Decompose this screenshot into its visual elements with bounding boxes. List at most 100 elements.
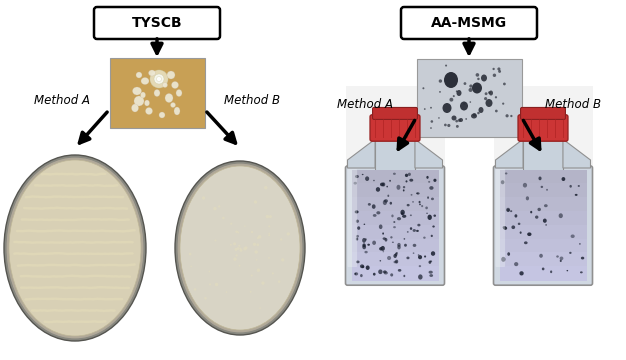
Ellipse shape bbox=[405, 174, 408, 177]
Ellipse shape bbox=[362, 243, 366, 247]
Ellipse shape bbox=[390, 273, 393, 276]
Ellipse shape bbox=[562, 177, 565, 181]
Ellipse shape bbox=[404, 238, 405, 240]
Ellipse shape bbox=[174, 107, 180, 115]
Ellipse shape bbox=[254, 250, 258, 254]
Ellipse shape bbox=[411, 194, 413, 196]
Ellipse shape bbox=[244, 247, 247, 251]
Ellipse shape bbox=[360, 264, 364, 268]
Ellipse shape bbox=[518, 222, 520, 225]
FancyBboxPatch shape bbox=[352, 252, 438, 267]
Ellipse shape bbox=[208, 271, 210, 272]
FancyBboxPatch shape bbox=[500, 266, 587, 281]
Ellipse shape bbox=[239, 245, 240, 247]
Ellipse shape bbox=[431, 120, 433, 123]
FancyBboxPatch shape bbox=[352, 239, 438, 253]
Ellipse shape bbox=[257, 237, 259, 239]
Ellipse shape bbox=[165, 94, 173, 103]
Ellipse shape bbox=[362, 238, 366, 243]
Ellipse shape bbox=[213, 207, 217, 210]
Ellipse shape bbox=[354, 182, 357, 185]
Ellipse shape bbox=[453, 95, 455, 97]
Ellipse shape bbox=[233, 242, 236, 246]
Ellipse shape bbox=[384, 238, 387, 242]
Ellipse shape bbox=[258, 235, 262, 239]
Ellipse shape bbox=[404, 244, 407, 247]
Ellipse shape bbox=[506, 208, 510, 212]
Ellipse shape bbox=[423, 237, 426, 239]
Ellipse shape bbox=[459, 118, 463, 122]
Ellipse shape bbox=[382, 237, 386, 240]
Ellipse shape bbox=[495, 96, 497, 98]
Ellipse shape bbox=[141, 77, 149, 85]
Ellipse shape bbox=[222, 217, 225, 219]
Ellipse shape bbox=[237, 247, 240, 250]
Ellipse shape bbox=[527, 233, 531, 236]
Ellipse shape bbox=[413, 252, 414, 254]
Ellipse shape bbox=[406, 180, 408, 183]
Ellipse shape bbox=[250, 291, 252, 293]
FancyBboxPatch shape bbox=[346, 86, 444, 250]
Ellipse shape bbox=[398, 243, 401, 247]
Ellipse shape bbox=[472, 82, 482, 94]
Ellipse shape bbox=[407, 231, 409, 233]
Ellipse shape bbox=[569, 252, 572, 254]
Ellipse shape bbox=[402, 215, 406, 218]
Ellipse shape bbox=[431, 251, 435, 256]
Ellipse shape bbox=[430, 260, 432, 262]
Ellipse shape bbox=[429, 261, 431, 264]
Ellipse shape bbox=[478, 107, 483, 113]
Ellipse shape bbox=[541, 186, 543, 188]
Ellipse shape bbox=[393, 173, 396, 175]
Ellipse shape bbox=[240, 249, 242, 252]
Ellipse shape bbox=[433, 225, 435, 228]
Ellipse shape bbox=[546, 189, 548, 191]
Ellipse shape bbox=[215, 239, 217, 241]
Ellipse shape bbox=[544, 204, 548, 207]
Ellipse shape bbox=[539, 254, 543, 258]
Ellipse shape bbox=[372, 204, 376, 209]
Ellipse shape bbox=[373, 214, 377, 217]
FancyBboxPatch shape bbox=[493, 86, 592, 250]
Ellipse shape bbox=[401, 212, 404, 215]
FancyBboxPatch shape bbox=[347, 169, 357, 267]
Ellipse shape bbox=[514, 262, 518, 266]
Ellipse shape bbox=[430, 107, 432, 109]
Ellipse shape bbox=[376, 187, 380, 192]
Polygon shape bbox=[563, 139, 590, 168]
Ellipse shape bbox=[233, 257, 237, 261]
Ellipse shape bbox=[578, 185, 580, 187]
Ellipse shape bbox=[379, 224, 382, 229]
Ellipse shape bbox=[204, 297, 207, 300]
Polygon shape bbox=[496, 139, 523, 168]
Ellipse shape bbox=[419, 265, 421, 267]
Ellipse shape bbox=[376, 211, 381, 215]
FancyBboxPatch shape bbox=[352, 266, 438, 281]
Ellipse shape bbox=[428, 181, 430, 183]
Ellipse shape bbox=[460, 102, 468, 111]
Ellipse shape bbox=[383, 200, 387, 205]
Ellipse shape bbox=[384, 271, 388, 275]
Text: Method A: Method A bbox=[337, 98, 393, 111]
Ellipse shape bbox=[131, 104, 138, 112]
Ellipse shape bbox=[395, 253, 398, 256]
Ellipse shape bbox=[396, 185, 401, 190]
Ellipse shape bbox=[397, 217, 401, 220]
FancyBboxPatch shape bbox=[500, 252, 587, 267]
FancyBboxPatch shape bbox=[500, 239, 587, 253]
Ellipse shape bbox=[215, 283, 218, 286]
Text: TYSCB: TYSCB bbox=[131, 16, 182, 30]
Ellipse shape bbox=[403, 189, 404, 192]
Ellipse shape bbox=[357, 226, 360, 230]
Ellipse shape bbox=[269, 234, 270, 236]
Ellipse shape bbox=[209, 283, 211, 285]
Ellipse shape bbox=[477, 112, 480, 114]
Ellipse shape bbox=[515, 214, 517, 217]
Ellipse shape bbox=[6, 157, 144, 339]
Text: AA-MSMG: AA-MSMG bbox=[431, 16, 507, 30]
FancyBboxPatch shape bbox=[500, 170, 587, 184]
Ellipse shape bbox=[428, 215, 432, 220]
Ellipse shape bbox=[261, 282, 265, 285]
Ellipse shape bbox=[488, 91, 491, 94]
Ellipse shape bbox=[493, 68, 495, 70]
